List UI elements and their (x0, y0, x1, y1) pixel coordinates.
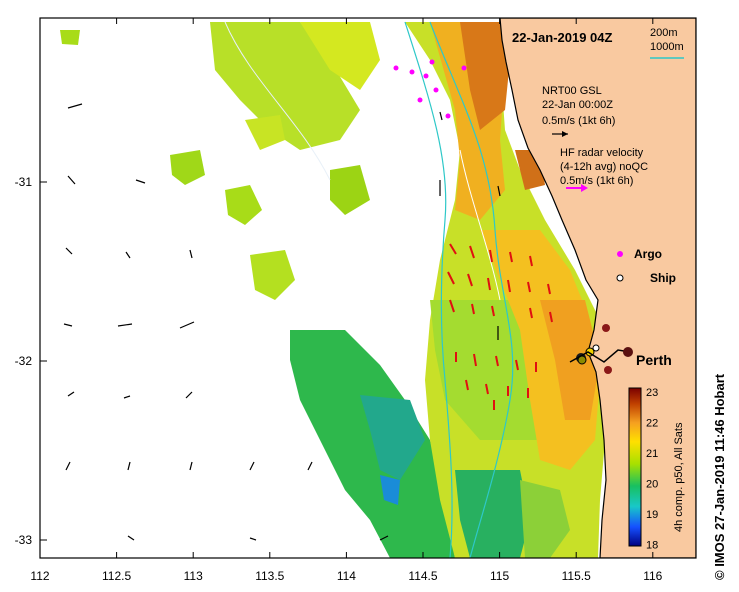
x-tick-label: 112 (30, 569, 49, 583)
argo-floats (393, 59, 467, 119)
x-tick-label: 116 (643, 569, 662, 583)
colorbar-label: 4h comp. p50, All Sats (673, 422, 685, 532)
map-datetime: 22-Jan-2019 04Z (512, 30, 613, 45)
sst-patches (60, 22, 610, 558)
colorbar-tick-label: 19 (646, 509, 658, 521)
colorbar-tick-label: 22 (646, 418, 658, 430)
colorbar-tick-label: 20 (646, 479, 658, 491)
y-tick-label: -33 (15, 533, 33, 547)
y-tick-label: -32 (15, 354, 33, 368)
radar-legend-title: HF radar velocity (560, 147, 644, 159)
argo-legend-label: Argo (634, 247, 662, 261)
x-tick-label: 114.5 (408, 569, 437, 583)
radar-legend-scale: 0.5m/s (1kt 6h) (560, 175, 633, 187)
colorbar-tick-label: 21 (646, 448, 658, 460)
perth-marker (623, 347, 633, 357)
x-tick-label: 115.5 (562, 569, 591, 583)
ship-legend-label: Ship (650, 271, 676, 285)
ship-legend-icon (616, 274, 624, 282)
current-legend-scale: 0.5m/s (1kt 6h) (542, 115, 615, 127)
current-legend-title: NRT00 GSL (542, 85, 602, 97)
argo-legend-icon (617, 251, 623, 257)
x-tick-label: 114 (337, 569, 356, 583)
radar-legend-avg: (4-12h avg) noQC (560, 161, 648, 173)
current-arrows (63, 103, 501, 541)
colorbar-tick-label: 23 (646, 387, 658, 399)
isobath-200m-label: 200m (650, 27, 678, 39)
isobath-1000m-label: 1000m (650, 41, 684, 53)
x-tick-label: 113 (184, 569, 203, 583)
current-legend-time: 22-Jan 00:00Z (542, 99, 613, 111)
colorbar-tick-label: 18 (646, 540, 658, 552)
x-axis: 112 112.5 113 113.5 114 114.5 115 115.5 116 (30, 18, 663, 583)
y-axis: -31 -32 -33 (15, 175, 47, 547)
x-tick-label: 115 (490, 569, 509, 583)
x-tick-label: 113.5 (255, 569, 284, 583)
plot-frame (39, 17, 697, 559)
colorbar (628, 387, 642, 547)
land (499, 18, 696, 558)
credit: © IMOS 27-Jan-2019 11:46 Hobart (712, 373, 727, 580)
colorbar-ticks: 23 22 21 20 19 18 (646, 387, 658, 552)
radar-arrows (447, 243, 553, 410)
ship-markers (569, 324, 631, 374)
place-label-perth: Perth (636, 352, 672, 368)
x-tick-label: 112.5 (102, 569, 131, 583)
isobaths (224, 21, 514, 558)
y-tick-label: -31 (15, 175, 33, 189)
